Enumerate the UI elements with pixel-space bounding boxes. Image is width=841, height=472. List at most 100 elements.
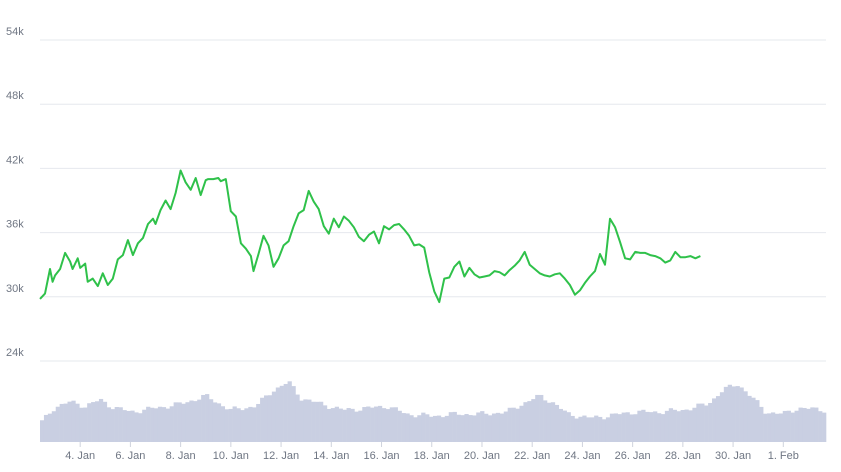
volume-bar bbox=[476, 412, 481, 442]
volume-bar bbox=[751, 397, 756, 442]
volume-bar bbox=[322, 405, 328, 442]
price-line-group bbox=[39, 169, 701, 304]
volume-bar bbox=[735, 386, 740, 442]
volume-bar bbox=[224, 409, 229, 442]
volume-bar bbox=[495, 412, 501, 442]
volume-bar bbox=[417, 415, 422, 442]
volume-bar bbox=[554, 404, 560, 442]
volume-bar bbox=[712, 398, 717, 442]
volume-bar bbox=[692, 407, 697, 442]
volume-bar bbox=[326, 408, 332, 442]
x-axis-labels: 4. Jan 6. Jan 8. Jan 10. Jan 12. Jan 14. Jan 1… bbox=[65, 442, 799, 462]
volume-bar bbox=[354, 411, 359, 442]
volume-bar bbox=[63, 403, 68, 442]
volume-bar bbox=[507, 407, 512, 442]
volume-bar bbox=[110, 409, 115, 442]
volume-bar bbox=[503, 411, 508, 442]
volume-bar bbox=[586, 417, 591, 442]
volume-bar bbox=[303, 399, 308, 442]
volume-bar bbox=[747, 395, 752, 442]
x-tick-label: 4. Jan bbox=[65, 450, 95, 462]
volume-bar bbox=[649, 412, 654, 442]
volume-bar bbox=[637, 410, 642, 442]
y-tick-label: 30k bbox=[6, 283, 24, 295]
volume-bar bbox=[668, 408, 674, 442]
volume-bar bbox=[193, 401, 198, 442]
volume-bar bbox=[271, 391, 277, 442]
volume-bar bbox=[98, 398, 104, 442]
x-tick-label: 18. Jan bbox=[414, 450, 450, 462]
volume-bar bbox=[208, 399, 214, 442]
volume-bar bbox=[47, 413, 53, 442]
volume-bar bbox=[83, 407, 88, 442]
volume-bar bbox=[236, 408, 241, 442]
volume-bar bbox=[165, 408, 170, 442]
volume-bar bbox=[558, 408, 563, 442]
x-tick-label: 24. Jan bbox=[564, 450, 600, 462]
volume-bar bbox=[755, 400, 760, 442]
volume-bar bbox=[774, 413, 780, 442]
volume-bar bbox=[87, 403, 92, 442]
x-tick-label: 20. Jan bbox=[464, 450, 500, 462]
volume-bar bbox=[377, 405, 383, 442]
volume-bar bbox=[43, 414, 49, 442]
volume-bar bbox=[543, 400, 548, 442]
volume-bar bbox=[142, 409, 147, 442]
volume-bar bbox=[625, 412, 630, 442]
volume-bar bbox=[275, 387, 281, 442]
volume-bar bbox=[283, 383, 288, 442]
volume-bar bbox=[601, 419, 607, 442]
volume-bar bbox=[688, 410, 693, 442]
x-tick-label: 26. Jan bbox=[615, 450, 651, 462]
volume-bar bbox=[629, 414, 634, 442]
volume-bar bbox=[680, 409, 685, 442]
price-line bbox=[39, 169, 701, 304]
volume-bar bbox=[244, 408, 249, 442]
volume-bar bbox=[802, 407, 807, 442]
volume-bar bbox=[287, 381, 292, 442]
volume-bar bbox=[216, 403, 222, 442]
volume-bar bbox=[657, 413, 662, 442]
volume-bar bbox=[598, 416, 603, 442]
volume-bar bbox=[330, 408, 336, 442]
volume-bar bbox=[676, 411, 681, 442]
x-tick-label: 6. Jan bbox=[115, 450, 145, 462]
volume-bar bbox=[700, 403, 705, 442]
volume-bar bbox=[452, 411, 457, 442]
volume-bar bbox=[385, 409, 391, 442]
x-tick-label: 30. Jan bbox=[715, 450, 751, 462]
volume-bar bbox=[138, 413, 143, 442]
volume-bar bbox=[641, 409, 646, 442]
x-tick-label: 28. Jan bbox=[665, 450, 701, 462]
volume-bar bbox=[621, 412, 626, 442]
volume-bar bbox=[696, 403, 701, 442]
volume-bar bbox=[731, 386, 736, 442]
volume-bar bbox=[448, 412, 453, 442]
volume-bar bbox=[232, 406, 237, 442]
volume-bar bbox=[645, 411, 650, 442]
volume-bar bbox=[719, 392, 725, 442]
volume-bar bbox=[106, 407, 112, 442]
volume-bar bbox=[822, 412, 827, 442]
volume-bar bbox=[397, 410, 402, 442]
volume-bar bbox=[763, 413, 768, 442]
volume-bar bbox=[279, 385, 284, 442]
volume-bar bbox=[201, 394, 206, 442]
volume-bar bbox=[185, 402, 190, 442]
volume-bar bbox=[79, 407, 84, 442]
volume-bar bbox=[672, 409, 677, 442]
volume-bar bbox=[660, 414, 666, 442]
volume-bar bbox=[491, 413, 497, 442]
volume-bar bbox=[405, 413, 410, 442]
volume-bar bbox=[527, 401, 532, 442]
volume-bar bbox=[264, 395, 269, 442]
volume-bar bbox=[429, 416, 434, 442]
volume-bar bbox=[389, 407, 394, 442]
volume-bar bbox=[95, 401, 100, 442]
volume-bar bbox=[67, 401, 72, 442]
volume-bar bbox=[51, 411, 57, 442]
volume-bar bbox=[790, 412, 795, 442]
volume-bar bbox=[460, 415, 465, 442]
volume-bar bbox=[472, 415, 477, 442]
y-tick-label: 42k bbox=[6, 154, 24, 166]
